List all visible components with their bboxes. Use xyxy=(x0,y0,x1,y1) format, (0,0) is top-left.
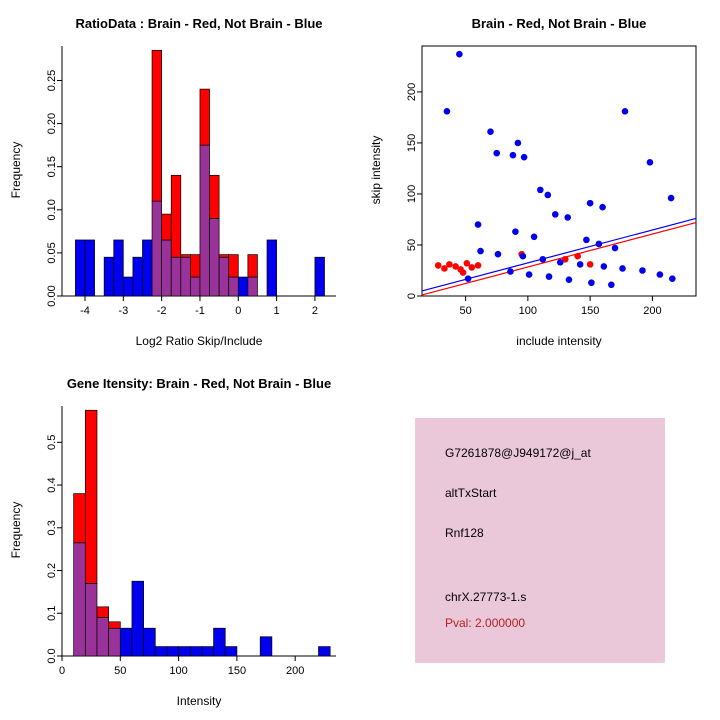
svg-text:0.5: 0.5 xyxy=(46,435,58,450)
y-axis-label: Frequency xyxy=(9,141,23,199)
ratio-histogram-chart: -4 -3 -2 -1 0 1 2 0.00 0.05 0.10 0.15 0.20 0.25 xyxy=(46,46,336,317)
info-panel: G7261878@J949172@j_at altTxStart Rnf128 … xyxy=(360,360,720,720)
pvalue-text: Pval: 2.000000 xyxy=(445,616,526,630)
svg-text:200: 200 xyxy=(406,83,418,101)
svg-text:0.2: 0.2 xyxy=(46,563,58,578)
svg-text:0.05: 0.05 xyxy=(46,242,58,263)
svg-text:0.00: 0.00 xyxy=(46,285,58,306)
svg-text:0: 0 xyxy=(59,665,65,677)
gene-name-text: Rnf128 xyxy=(445,526,484,540)
svg-text:0.25: 0.25 xyxy=(46,70,58,91)
svg-text:1: 1 xyxy=(274,305,280,317)
svg-text:50: 50 xyxy=(459,305,471,317)
svg-text:0: 0 xyxy=(235,305,241,317)
chart-title: Brain - Red, Not Brain - Blue xyxy=(471,16,647,31)
svg-text:100: 100 xyxy=(169,665,187,677)
svg-text:150: 150 xyxy=(228,665,246,677)
svg-text:0.4: 0.4 xyxy=(46,477,58,492)
svg-text:-4: -4 xyxy=(80,305,90,317)
x-axis-label: Log2 Ratio Skip/Include xyxy=(135,334,263,348)
svg-text:100: 100 xyxy=(519,305,537,317)
intensity-scatter-chart: 50 100 150 200 0 50 100 150 200 xyxy=(406,45,697,317)
x-axis-label: Intensity xyxy=(176,694,222,708)
ratio-histogram-panel: -4 -3 -2 -1 0 1 2 0.00 0.05 0.10 0.15 0.20 0.25 Rati… xyxy=(0,0,360,360)
svg-text:150: 150 xyxy=(406,134,418,152)
gene-intensity-histogram-panel: 0 50 100 150 200 0.0 0.1 0.2 0.3 0.4 0.5 Gene Iten… xyxy=(0,360,360,720)
svg-text:100: 100 xyxy=(406,185,418,203)
chromosome-location-text: chrX.27773-1.s xyxy=(445,590,527,604)
intensity-scatter-panel: 50 100 150 200 0 50 100 150 200 Brain - Red, Not… xyxy=(360,0,720,360)
svg-text:0.0: 0.0 xyxy=(46,648,58,663)
y-axis-label: skip intensity xyxy=(369,135,383,205)
chart-title: RatioData : Brain - Red, Not Brain - Blu… xyxy=(75,16,323,31)
svg-text:50: 50 xyxy=(114,665,126,677)
y-axis-label: Frequency xyxy=(9,501,23,559)
info-box: G7261878@J949172@j_at altTxStart Rnf128 … xyxy=(415,418,665,663)
svg-text:0.15: 0.15 xyxy=(46,156,58,177)
svg-text:0.3: 0.3 xyxy=(46,520,58,535)
svg-text:150: 150 xyxy=(581,305,599,317)
event-type-text: altTxStart xyxy=(445,486,497,500)
gene-intensity-histogram-chart: 0 50 100 150 200 0.0 0.1 0.2 0.3 0.4 0.5 xyxy=(46,406,336,677)
svg-text:-3: -3 xyxy=(118,305,128,317)
svg-text:50: 50 xyxy=(406,239,418,251)
svg-text:200: 200 xyxy=(286,665,304,677)
svg-text:-1: -1 xyxy=(195,305,205,317)
svg-text:0: 0 xyxy=(406,293,418,299)
svg-text:-2: -2 xyxy=(157,305,167,317)
probe-id-text: G7261878@J949172@j_at xyxy=(445,446,591,460)
svg-text:200: 200 xyxy=(643,305,661,317)
svg-text:2: 2 xyxy=(312,305,318,317)
svg-text:0.20: 0.20 xyxy=(46,113,58,134)
x-axis-label: include intensity xyxy=(516,334,602,348)
chart-title: Gene Itensity: Brain - Red, Not Brain - … xyxy=(66,376,332,391)
svg-text:0.10: 0.10 xyxy=(46,199,58,220)
svg-text:0.1: 0.1 xyxy=(46,606,58,621)
